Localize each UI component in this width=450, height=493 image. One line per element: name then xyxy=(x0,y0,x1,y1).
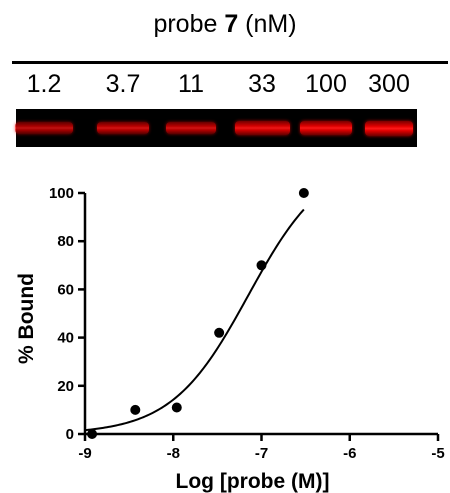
data-point xyxy=(214,327,225,338)
gel-image xyxy=(15,109,417,147)
y-tick-label: 20 xyxy=(57,378,74,395)
y-tick-label: 60 xyxy=(57,281,74,298)
data-point xyxy=(171,402,182,413)
gel-band xyxy=(15,122,73,134)
lane-label: 100 xyxy=(305,70,347,98)
x-tick-label: -5 xyxy=(431,445,444,462)
x-tick-label: -7 xyxy=(255,445,268,462)
gel-header-rule xyxy=(12,61,448,64)
fit-curve xyxy=(84,208,305,432)
data-point xyxy=(87,429,98,439)
y-tick-label: 40 xyxy=(57,330,74,347)
data-point xyxy=(130,404,141,415)
gel-title: probe 7 (nM) xyxy=(0,10,450,39)
gel-band xyxy=(365,120,413,136)
lane-label: 1.2 xyxy=(26,70,62,98)
y-tick-label: 0 xyxy=(66,426,74,443)
gel-band xyxy=(97,121,149,135)
x-axis-label: Log [probe (M)] xyxy=(176,470,330,493)
x-tick-label: -6 xyxy=(343,445,356,462)
lane-label: 300 xyxy=(368,70,410,98)
y-tick-label: 100 xyxy=(49,185,74,202)
y-axis-label: % Bound xyxy=(15,273,38,364)
binding-curve-chart: -9 -8 -7 -6 -5 0 20 40 60 80 100 Log [probe (M)] % B… xyxy=(15,185,445,493)
data-point xyxy=(298,188,309,198)
gel-title-unit: (nM) xyxy=(238,10,297,38)
gel-band xyxy=(234,121,290,135)
gel-title-prefix: probe xyxy=(153,10,225,38)
gel-band xyxy=(300,120,352,136)
x-tick-label: -8 xyxy=(167,445,180,462)
lane-label: 33 xyxy=(248,70,276,98)
gel-band xyxy=(166,121,216,135)
lane-label: 3.7 xyxy=(105,70,141,98)
gel-title-compound: 7 xyxy=(224,10,239,38)
y-tick-label: 80 xyxy=(57,233,74,250)
lane-label: 11 xyxy=(178,70,204,98)
data-point xyxy=(256,260,267,271)
x-tick-label: -9 xyxy=(78,445,91,462)
